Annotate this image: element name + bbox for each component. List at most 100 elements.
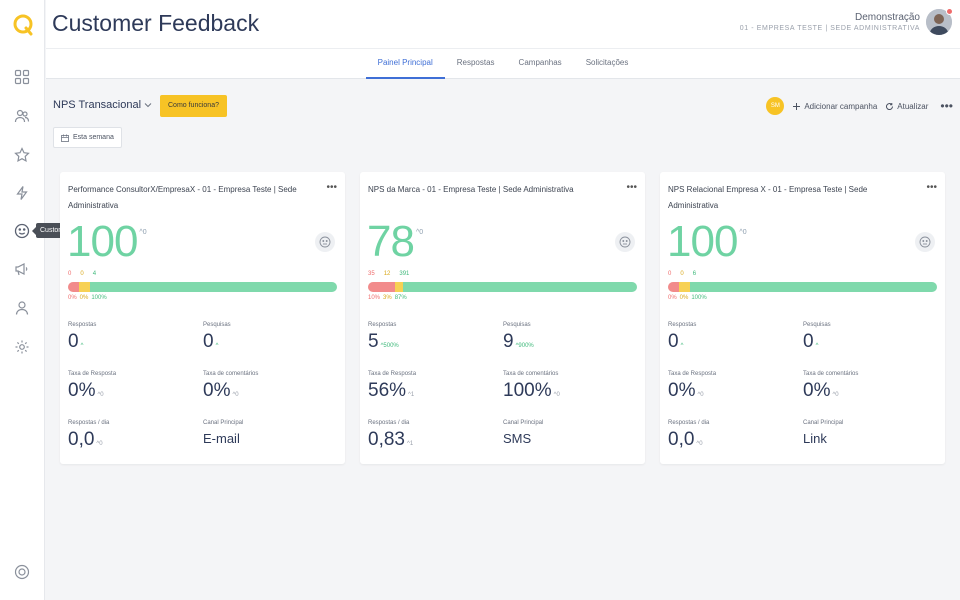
metric-value: 56% ^1 xyxy=(368,380,415,401)
card-menu-icon[interactable]: ••• xyxy=(626,182,637,193)
metric-label: Taxa de comentários xyxy=(803,371,859,377)
nps-score-delta: ^0 xyxy=(415,229,424,236)
neutrals-pct: 3% xyxy=(383,295,392,301)
user-name: Demonstração xyxy=(854,12,920,23)
plus-icon xyxy=(793,102,801,110)
lightning-icon[interactable] xyxy=(13,184,31,202)
metric-label: Canal Principal xyxy=(203,420,244,426)
nps-card-1[interactable]: Performance ConsultorX/EmpresaX - 01 - E… xyxy=(60,172,345,464)
user-info[interactable]: Demonstração 01 - EMPRESA TESTE | SEDE A… xyxy=(740,12,920,32)
nps-score-value: 100 xyxy=(67,217,138,266)
user-initials-badge[interactable]: SM xyxy=(766,97,785,115)
tab-painel-principal[interactable]: Painel Principal xyxy=(365,49,445,79)
metric-value: 100% ^0 xyxy=(503,380,560,401)
nps-card-3[interactable]: NPS Relacional Empresa X - 01 - Empresa … xyxy=(660,172,945,464)
page-title: Customer Feedback xyxy=(52,10,260,36)
metric-value: 0,0 ^0 xyxy=(68,429,103,450)
users-icon[interactable] xyxy=(13,107,31,125)
detractors-pct: 0% xyxy=(668,295,677,301)
metric-taxa-comentarios: Taxa de comentários 100% ^0 xyxy=(503,371,633,402)
nps-type-label: NPS Transacional xyxy=(53,99,142,111)
nps-distribution-bar xyxy=(668,282,937,292)
metric-value: E-mail xyxy=(203,431,240,446)
metric-label: Pesquisas xyxy=(203,322,231,328)
metric-delta: ^1 xyxy=(408,392,415,398)
star-icon[interactable] xyxy=(13,146,31,164)
refresh-label: Atualizar xyxy=(897,101,929,111)
person-icon[interactable] xyxy=(13,299,31,317)
how-it-works-button[interactable]: Como funciona? xyxy=(160,95,227,117)
metric-value: 0% ^0 xyxy=(803,380,839,401)
user-company: 01 - EMPRESA TESTE | SEDE ADMINISTRATIVA xyxy=(739,25,920,32)
metric-respostas-dia: Respostas / dia 0,83 ^1 xyxy=(368,420,498,451)
neutrals-segment xyxy=(394,282,403,292)
metric-value: 0 ^ xyxy=(203,331,219,352)
nps-score-value: 100 xyxy=(667,217,738,266)
add-campaign-button[interactable]: Adicionar campanha xyxy=(792,102,877,111)
metric-canal-principal: Canal Principal E-mail xyxy=(203,420,333,446)
week-filter-button[interactable]: Esta semana xyxy=(53,127,122,148)
metric-value: SMS xyxy=(503,431,532,446)
metric-label: Taxa de Resposta xyxy=(668,371,717,377)
tab-solicitacoes[interactable]: Solicitações xyxy=(585,58,629,67)
metric-label: Taxa de comentários xyxy=(203,371,259,377)
metric-taxa-resposta: Taxa de Resposta 0% ^0 xyxy=(68,371,198,402)
detractors-count: 0 xyxy=(668,271,672,277)
nps-type-select[interactable]: NPS Transacional xyxy=(53,99,152,111)
metric-delta: ^0 xyxy=(232,392,239,398)
metric-value: 0% ^0 xyxy=(203,380,239,401)
metric-delta: ^ xyxy=(80,343,84,349)
nps-distribution-bar xyxy=(368,282,637,292)
neutrals-count: 0 xyxy=(680,271,684,277)
tab-campanhas[interactable]: Campanhas xyxy=(518,58,562,67)
gear-icon[interactable] xyxy=(13,338,31,356)
header: Customer Feedback Demonstração 01 - EMPR… xyxy=(46,0,960,48)
promoters-pct: 87% xyxy=(394,295,407,301)
nps-card-2[interactable]: NPS da Marca - 01 - Empresa Teste | Sede… xyxy=(360,172,645,464)
nps-score-delta: ^0 xyxy=(739,229,747,236)
neutrals-segment xyxy=(78,282,90,292)
metric-respostas: Respostas 0 ^ xyxy=(68,322,198,353)
metric-delta: ^ xyxy=(815,343,819,349)
metric-canal-principal: Canal Principal SMS xyxy=(503,420,633,446)
neutrals-pct: 0% xyxy=(679,295,689,301)
metric-value: 0% ^0 xyxy=(68,380,104,401)
tab-respostas[interactable]: Respostas xyxy=(456,58,495,67)
promoters-count: 4 xyxy=(92,271,97,277)
metric-label: Respostas / dia xyxy=(68,420,110,426)
refresh-button[interactable]: Atualizar xyxy=(885,102,928,111)
help-icon[interactable] xyxy=(13,563,31,581)
nps-percentages: 0% 0% 100% xyxy=(668,295,707,301)
nps-counts: 35 12 391 xyxy=(368,271,409,277)
metric-respostas-dia: Respostas / dia 0,0 ^0 xyxy=(668,420,798,451)
metric-value: 0 ^ xyxy=(668,331,684,352)
toolbar-actions: SM Adicionar campanha Atualizar ••• xyxy=(766,95,953,117)
nps-score: 78 ^0 xyxy=(367,217,423,267)
metric-delta: ^500% xyxy=(380,343,399,349)
dashboard-icon[interactable] xyxy=(13,68,31,86)
metric-value: 5 ^500% xyxy=(368,331,399,352)
promoters-pct: 100% xyxy=(91,295,107,301)
metric-taxa-resposta: Taxa de Resposta 0% ^0 xyxy=(668,371,798,402)
metric-label: Respostas xyxy=(368,322,397,328)
neutrals-count: 0 xyxy=(80,271,84,277)
detractors-count: 0 xyxy=(68,271,72,277)
avatar[interactable] xyxy=(926,9,952,35)
metric-label: Pesquisas xyxy=(803,322,831,328)
card-menu-icon[interactable]: ••• xyxy=(326,182,337,193)
metric-label: Respostas / dia xyxy=(668,420,710,426)
smiley-icon[interactable] xyxy=(13,222,31,240)
nps-distribution-bar xyxy=(68,282,337,292)
megaphone-icon[interactable] xyxy=(13,260,31,278)
metric-delta: ^ xyxy=(680,343,684,349)
detractors-pct: 10% xyxy=(368,295,381,301)
nps-percentages: 0% 0% 100% xyxy=(68,295,107,301)
promoters-segment xyxy=(89,282,337,292)
card-title: NPS Relacional Empresa X - 01 - Empresa … xyxy=(668,185,868,210)
detractors-segment xyxy=(368,282,395,292)
metric-taxa-comentarios: Taxa de comentários 0% ^0 xyxy=(803,371,933,402)
app-logo-icon[interactable] xyxy=(11,13,35,37)
more-options-icon[interactable]: ••• xyxy=(940,99,953,113)
metric-respostas-dia: Respostas / dia 0,0 ^0 xyxy=(68,420,198,451)
card-menu-icon[interactable]: ••• xyxy=(926,182,937,193)
